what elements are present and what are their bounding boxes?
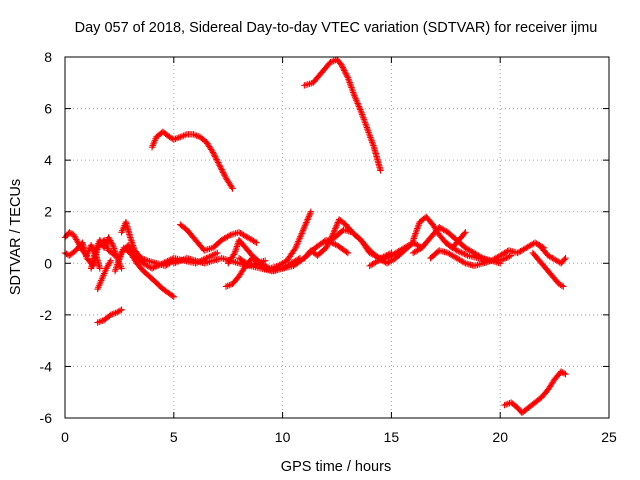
- x-axis-label: GPS time / hours: [281, 459, 391, 475]
- data-point-markers: [111, 242, 221, 275]
- y-tick-label: 0: [44, 255, 52, 271]
- x-tick-label: 10: [275, 429, 291, 445]
- data-point-markers: [116, 244, 177, 301]
- series-arc-25: [501, 368, 569, 417]
- series-arc-13: [225, 208, 315, 272]
- y-tick-label: 8: [44, 49, 52, 65]
- axis-ticks: 0 5 10 15 20 25 -6 -4 -2 0 2 4 6 8: [40, 49, 617, 445]
- series-arc-6: [116, 244, 177, 301]
- series-arc-24: [536, 242, 569, 267]
- y-tick-label: 4: [44, 152, 52, 168]
- grid: [65, 57, 609, 418]
- data-point-markers: [148, 128, 236, 192]
- data-point-markers: [94, 257, 114, 293]
- x-tick-label: 0: [61, 429, 69, 445]
- data-point-markers: [177, 221, 260, 254]
- plot-frame: [64, 56, 610, 419]
- y-axis-label: SDTVAR / TECUs: [8, 179, 24, 295]
- data-point-markers: [536, 242, 569, 267]
- y-tick-label: 2: [44, 204, 52, 220]
- data-point-markers: [529, 249, 567, 290]
- data-point-markers: [94, 306, 125, 326]
- series-arc-5: [94, 306, 125, 326]
- x-tick-label: 20: [492, 429, 508, 445]
- x-tick-label: 15: [384, 429, 400, 445]
- chart-title: Day 057 of 2018, Sidereal Day-to-day VTE…: [75, 20, 598, 36]
- x-tick-label: 25: [601, 429, 617, 445]
- series-arc-8: [111, 242, 221, 275]
- series-arc-4: [94, 257, 114, 293]
- series-arc-22: [442, 239, 515, 264]
- x-tick-label: 5: [170, 429, 178, 445]
- data-points: [61, 56, 569, 417]
- y-tick-label: -4: [40, 358, 53, 374]
- series-arc-18: [366, 239, 417, 270]
- y-tick-label: -2: [40, 307, 53, 323]
- series-arc-9: [148, 128, 236, 192]
- data-point-markers: [225, 208, 315, 272]
- data-point-markers: [442, 239, 515, 264]
- data-point-markers: [501, 368, 569, 417]
- series-arc-11: [177, 221, 260, 254]
- series-arc-23: [529, 249, 567, 290]
- y-tick-label: 6: [44, 101, 52, 117]
- series-arc-16: [301, 56, 384, 174]
- y-tick-label: -6: [40, 410, 53, 426]
- data-point-markers: [301, 56, 384, 174]
- data-point-markers: [366, 239, 417, 270]
